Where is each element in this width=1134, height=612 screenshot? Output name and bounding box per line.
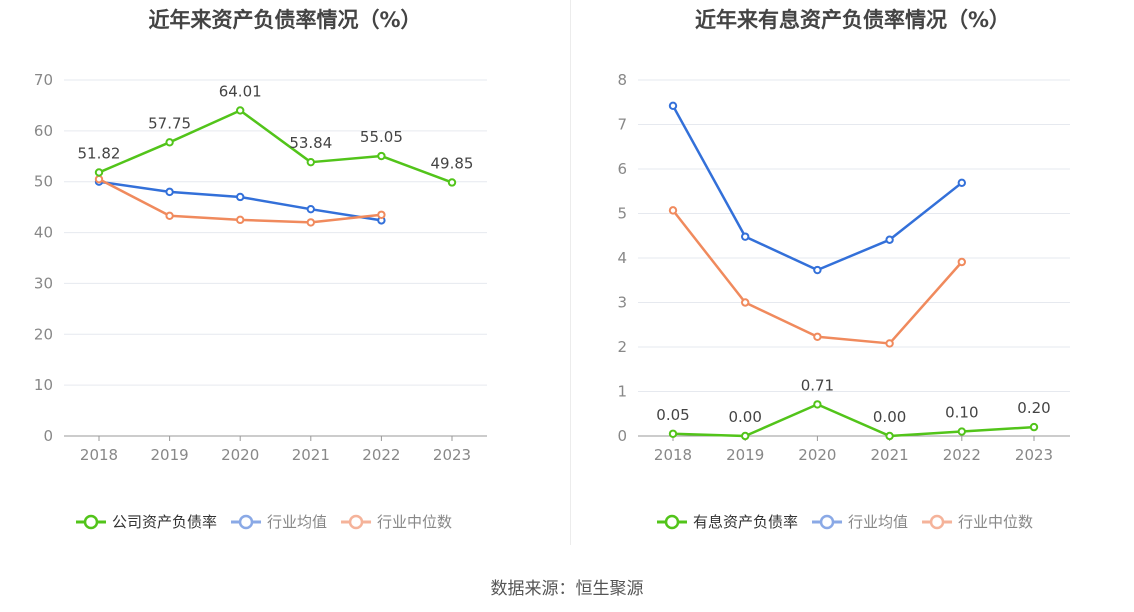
series-line — [671, 105, 963, 272]
x-tick-label: 2019 — [151, 446, 189, 464]
data-label: 64.01 — [219, 82, 262, 100]
data-point — [668, 206, 678, 215]
x-tick-label: 2020 — [798, 446, 836, 464]
data-point — [885, 339, 894, 348]
data-label: 57.75 — [148, 114, 191, 132]
chart-title-left: 近年来资产负债率情况（%） — [148, 8, 422, 32]
data-point — [957, 427, 966, 436]
legend-label: 行业中位数 — [377, 513, 452, 531]
y-tick-label: 2 — [617, 338, 627, 356]
data-point — [236, 192, 245, 202]
y-tick-label: 50 — [34, 173, 53, 191]
x-tick-label: 2020 — [221, 446, 259, 464]
y-tick-label: 60 — [34, 122, 53, 140]
data-point — [94, 174, 104, 184]
legend-marker — [664, 514, 680, 530]
x-tick-label: 2023 — [1015, 446, 1053, 464]
legend-marker — [83, 514, 99, 530]
data-point — [741, 232, 750, 241]
data-point — [741, 431, 750, 441]
legend-label: 公司资产负债率 — [112, 513, 217, 531]
data-point — [236, 215, 245, 225]
y-tick-label: 0 — [43, 427, 53, 445]
data-point — [668, 429, 678, 438]
y-tick-label: 0 — [617, 427, 627, 445]
data-label: 0.71 — [801, 376, 834, 394]
chart-svg-right: 0 1 2 3 4 5 6 7 8 2018 2019 2020 2021 2022 2023 0.05 0.0… — [617, 71, 1070, 531]
data-point — [885, 235, 894, 244]
y-tick-label: 40 — [34, 224, 53, 242]
chart-svg-left: 0 10 20 30 40 50 60 70 2018 2019 2020 2021 2022 2023 5… — [34, 71, 487, 531]
chart-left: 近年来资产负债率情况（%） 0 10 20 30 40 50 60 70 2018 2019 202… — [34, 8, 487, 531]
data-point — [165, 187, 174, 197]
data-label: 53.84 — [289, 134, 332, 152]
data-point — [447, 178, 457, 187]
y-tick-label: 5 — [617, 205, 627, 223]
chart-right: 近年来有息资产负债率情况（%） 0 1 2 3 4 5 6 7 8 2018 2019 2020 202… — [571, 0, 1134, 612]
x-tick-label: 2022 — [362, 446, 400, 464]
x-tick-label: 2023 — [433, 446, 471, 464]
legend-marker — [348, 514, 364, 530]
y-tick-label: 7 — [617, 116, 627, 134]
data-point — [306, 157, 315, 167]
data-point — [165, 211, 174, 220]
x-tick-label: 2018 — [654, 446, 692, 464]
legend-marker — [929, 514, 945, 530]
data-label: 55.05 — [360, 128, 403, 146]
y-tick-label: 3 — [617, 294, 627, 312]
data-point — [377, 151, 386, 161]
data-point — [741, 298, 750, 307]
data-label: 51.82 — [78, 144, 121, 162]
y-tick-label: 10 — [34, 376, 53, 394]
x-tick-label: 2021 — [292, 446, 330, 464]
y-tick-label: 6 — [617, 160, 627, 178]
x-tick-label: 2019 — [726, 446, 764, 464]
legend-label: 有息资产负债率 — [693, 513, 798, 531]
y-tick-label: 70 — [34, 71, 53, 89]
data-point — [957, 257, 966, 267]
data-point — [306, 218, 315, 227]
x-tick-label: 2022 — [943, 446, 981, 464]
y-tick-label: 1 — [617, 383, 627, 401]
data-point — [1029, 422, 1039, 432]
data-point — [306, 204, 315, 214]
chart-title-right: 近年来有息资产负债率情况（%） — [694, 8, 1011, 32]
legend-marker — [819, 514, 835, 530]
data-point — [813, 400, 822, 409]
y-tick-label: 8 — [617, 71, 627, 89]
y-tick-label: 20 — [34, 325, 53, 343]
data-label: 0.05 — [656, 406, 689, 424]
data-label: 0.00 — [873, 408, 906, 426]
legend-label: 行业均值 — [848, 513, 908, 531]
legend-label: 行业中位数 — [958, 513, 1033, 531]
series-line — [672, 403, 1035, 438]
data-point — [813, 332, 822, 341]
legend-marker — [238, 514, 254, 530]
series-line — [672, 209, 963, 345]
panel-divider — [570, 0, 571, 545]
series-line — [98, 109, 453, 184]
data-point — [813, 265, 822, 275]
x-tick-label: 2018 — [80, 446, 118, 464]
y-tick-label: 4 — [617, 249, 627, 267]
data-label: 49.85 — [431, 154, 474, 172]
data-label: 0.10 — [945, 404, 978, 422]
data-point — [165, 138, 174, 147]
data-source: 数据来源：恒生聚源 — [490, 579, 644, 599]
x-tick-label: 2021 — [871, 446, 909, 464]
data-label: 0.00 — [728, 408, 761, 426]
y-tick-label: 30 — [34, 274, 53, 292]
data-point — [94, 168, 104, 177]
data-point — [377, 210, 386, 219]
data-point — [957, 178, 966, 187]
data-point — [668, 101, 678, 111]
legend-label: 行业均值 — [267, 513, 327, 531]
data-point — [885, 431, 894, 441]
data-point — [236, 106, 245, 115]
data-label: 0.20 — [1017, 399, 1050, 417]
